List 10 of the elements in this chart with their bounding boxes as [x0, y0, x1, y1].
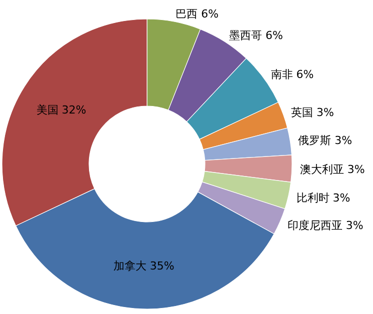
slice-label: 墨西哥 6%	[228, 28, 283, 42]
slice-label: 美国 32%	[36, 104, 86, 117]
slice-label: 俄罗斯 3%	[298, 134, 352, 148]
slice-label: 南非 6%	[270, 68, 314, 82]
slice-label: 澳大利亚 3%	[300, 162, 365, 176]
slice-label: 英国 3%	[290, 106, 334, 120]
slice-label: 比利时 3%	[296, 191, 350, 204]
slice-label: 印度尼西亚 3%	[287, 218, 364, 232]
slice-label: 加拿大 35%	[113, 259, 174, 272]
slice-label: 巴西 6%	[176, 8, 219, 21]
